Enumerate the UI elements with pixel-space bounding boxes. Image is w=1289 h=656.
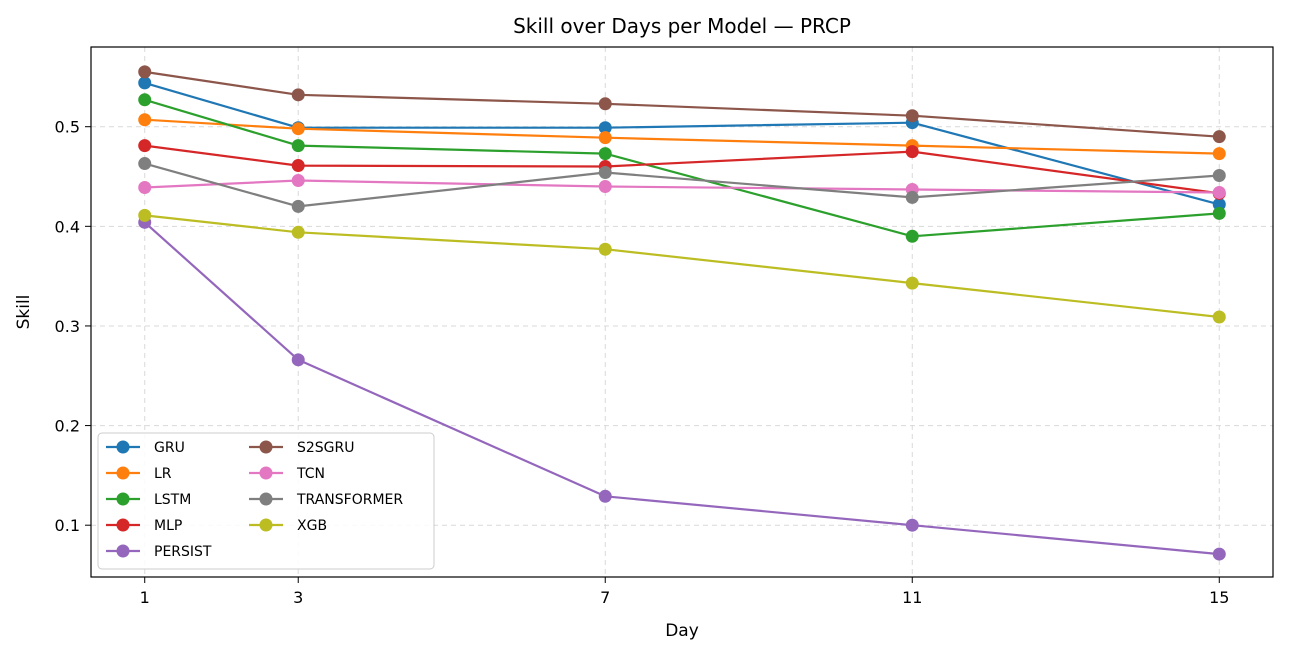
legend-label: TCN <box>296 466 325 482</box>
data-point <box>905 109 919 123</box>
series-lr <box>138 113 1226 161</box>
legend-label: PERSIST <box>154 544 212 560</box>
legend-swatch-marker <box>116 518 130 532</box>
legend-swatch-marker <box>116 544 130 558</box>
legend-label: GRU <box>154 440 185 456</box>
legend-swatch-marker <box>116 440 130 454</box>
data-point <box>1212 547 1226 561</box>
legend: GRU LR LSTM MLP PERSIST S2SGRU TCN TRANSFORMER X… <box>97 432 435 570</box>
legend-swatch-marker <box>259 492 273 506</box>
series-transformer <box>138 157 1226 213</box>
x-tick-label: 11 <box>902 588 922 607</box>
y-axis: 0.1 0.2 0.3 0.4 0.5 <box>55 118 91 535</box>
series-persist <box>138 215 1226 561</box>
legend-swatch-marker <box>259 440 273 454</box>
data-point <box>598 97 612 111</box>
x-axis: 1 3 7 11 15 <box>140 577 1229 607</box>
data-point <box>905 229 919 243</box>
legend-label: MLP <box>154 518 182 534</box>
plot-frame <box>90 46 1274 578</box>
data-point <box>138 208 152 222</box>
data-point <box>138 113 152 127</box>
legend-item: LSTM <box>106 492 191 508</box>
legend-item: XGB <box>249 518 327 534</box>
data-point <box>291 173 305 187</box>
data-point <box>291 159 305 173</box>
y-tick-label: 0.2 <box>55 417 80 436</box>
data-point <box>138 65 152 79</box>
legend-label: S2SGRU <box>297 440 355 456</box>
data-point <box>598 166 612 180</box>
data-point <box>291 139 305 153</box>
legend-item: S2SGRU <box>249 440 355 456</box>
data-point <box>138 139 152 153</box>
legend-label: LR <box>154 466 172 482</box>
data-point <box>1212 197 1226 211</box>
series-line <box>144 98 1220 238</box>
data-point <box>1212 185 1226 199</box>
series-line <box>144 162 1220 208</box>
y-tick-label: 0.3 <box>55 317 80 336</box>
data-point <box>291 122 305 136</box>
x-tick-label: 1 <box>140 588 150 607</box>
legend-swatch-marker <box>259 466 273 480</box>
series-lstm <box>138 93 1226 243</box>
data-point <box>905 518 919 532</box>
x-tick-label: 3 <box>293 588 303 607</box>
legend-item: PERSIST <box>106 544 212 560</box>
data-point <box>598 179 612 193</box>
data-point <box>598 131 612 145</box>
data-point <box>598 121 612 135</box>
data-point <box>291 225 305 239</box>
data-point <box>905 276 919 290</box>
data-point <box>138 157 152 171</box>
legend-item: TCN <box>249 466 325 482</box>
series-s2sgru <box>138 65 1226 144</box>
legend-swatch-marker <box>116 492 130 506</box>
series-xgb <box>138 208 1226 324</box>
data-point <box>905 145 919 159</box>
data-point <box>138 180 152 194</box>
data-point <box>1212 206 1226 220</box>
y-axis-title: Skill <box>14 295 34 330</box>
series-layer <box>138 65 1226 561</box>
y-tick-label: 0.5 <box>55 118 80 137</box>
legend-label: LSTM <box>154 492 191 508</box>
legend-item: MLP <box>106 518 182 534</box>
data-point <box>138 76 152 90</box>
legend-swatch-marker <box>259 518 273 532</box>
data-point <box>598 489 612 503</box>
y-tick-label: 0.1 <box>55 516 80 535</box>
data-point <box>1212 310 1226 324</box>
legend-item: LR <box>106 466 172 482</box>
data-point <box>1212 130 1226 144</box>
data-point <box>138 93 152 107</box>
series-line <box>144 214 1220 319</box>
series-gru <box>138 76 1226 211</box>
y-tick-label: 0.4 <box>55 217 80 236</box>
legend-swatch-marker <box>116 466 130 480</box>
legend-label: TRANSFORMER <box>296 492 403 508</box>
legend-label: XGB <box>297 518 327 534</box>
legend-item: TRANSFORMER <box>249 492 403 508</box>
data-point <box>1212 169 1226 183</box>
data-point <box>598 147 612 161</box>
data-point <box>1212 147 1226 161</box>
data-point <box>598 242 612 256</box>
legend-item: GRU <box>106 440 185 456</box>
data-point <box>905 190 919 204</box>
x-axis-title: Day <box>665 621 699 641</box>
data-point <box>291 88 305 102</box>
data-point <box>291 353 305 367</box>
x-tick-label: 7 <box>600 588 610 607</box>
chart-title: Skill over Days per Model — PRCP <box>513 14 851 38</box>
x-tick-label: 15 <box>1209 588 1229 607</box>
data-point <box>291 199 305 213</box>
